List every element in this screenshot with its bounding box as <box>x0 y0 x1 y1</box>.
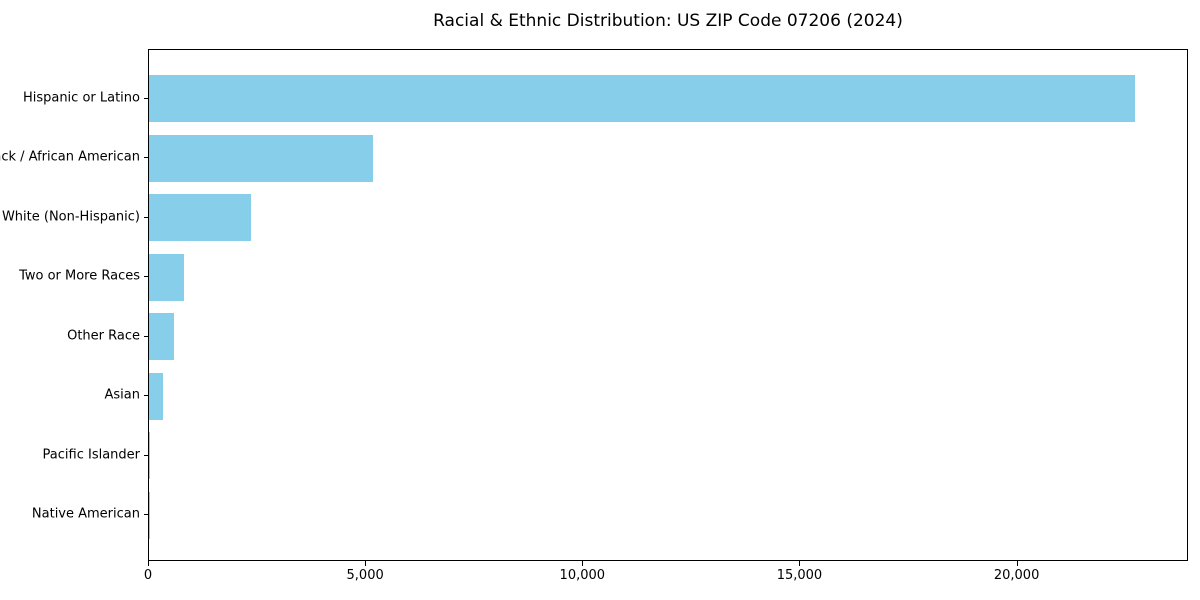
x-tick-mark <box>1016 561 1018 566</box>
x-tick-mark <box>365 561 367 566</box>
y-tick-label: Asian <box>104 387 140 403</box>
chart-title: Racial & Ethnic Distribution: US ZIP Cod… <box>433 11 903 31</box>
x-tick-label: 0 <box>143 568 153 583</box>
y-tick-label: Native American <box>31 506 140 522</box>
x-tick-mark <box>148 561 149 566</box>
y-tick-mark <box>144 157 148 158</box>
bar-other-race <box>149 313 175 360</box>
bar-black-african-american <box>149 134 373 182</box>
y-tick-mark <box>144 395 148 396</box>
bar-white-non-hispanic- <box>149 194 252 241</box>
y-tick-mark <box>144 514 148 515</box>
x-tick-label: 5,000 <box>346 568 384 583</box>
plot-area <box>148 49 1188 561</box>
y-tick-label: Other Race <box>67 328 140 343</box>
y-tick-mark <box>144 216 148 218</box>
x-tick-label: 20,000 <box>993 568 1040 583</box>
x-tick-label: 15,000 <box>776 568 823 583</box>
y-tick-label: White (Non-Hispanic) <box>1 209 140 224</box>
bar-two-or-more-races <box>149 253 185 301</box>
bar-asian <box>149 372 164 420</box>
bar-hispanic-or-latino <box>149 75 1135 122</box>
y-tick-mark <box>144 454 148 456</box>
x-tick-label: 10,000 <box>559 568 606 583</box>
y-tick-label: Hispanic or Latino <box>22 90 140 105</box>
x-tick-mark <box>582 561 584 566</box>
y-tick-mark <box>144 335 148 337</box>
y-tick-label: Black / African American <box>0 149 140 165</box>
x-tick-mark <box>799 561 801 566</box>
y-tick-mark <box>144 276 148 277</box>
y-tick-mark <box>144 97 148 99</box>
y-tick-label: Pacific Islander <box>42 447 140 462</box>
bar-pacific-islander <box>149 432 150 479</box>
y-tick-label: Two or More Races <box>19 268 140 284</box>
